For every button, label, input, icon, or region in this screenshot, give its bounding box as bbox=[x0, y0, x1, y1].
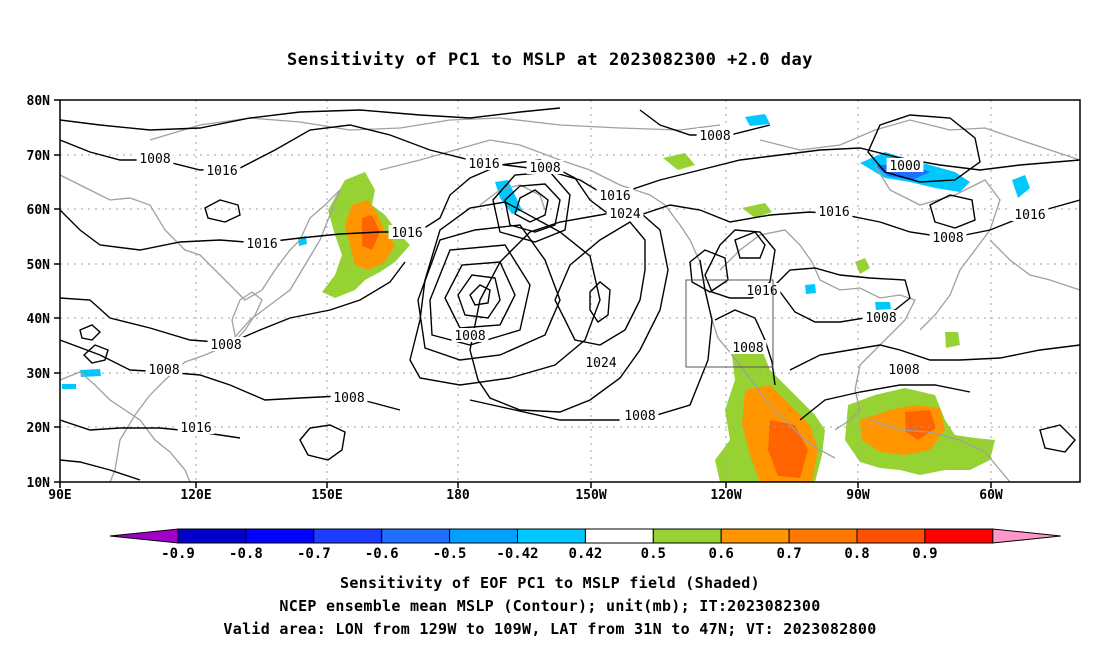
colorbar-segment bbox=[924, 528, 994, 544]
lon-label: 60W bbox=[979, 488, 1003, 503]
colorbar-segment bbox=[313, 528, 383, 544]
contour-label: 1024 bbox=[609, 207, 640, 222]
colorbar-label: 0.6 bbox=[709, 546, 734, 562]
contour-label: 1016 bbox=[468, 157, 499, 172]
colorbar-segment bbox=[381, 528, 451, 544]
lon-label: 150W bbox=[575, 488, 606, 503]
lon-label: 90E bbox=[48, 488, 71, 503]
lon-label: 90W bbox=[846, 488, 870, 503]
lat-lon-gridlines bbox=[60, 100, 1080, 482]
caption-line-2: NCEP ensemble mean MSLP (Contour); unit(… bbox=[279, 597, 821, 615]
contour-label: 1008 bbox=[210, 338, 241, 353]
colorbar-segment bbox=[788, 528, 858, 544]
colorbar-label: -0.7 bbox=[297, 546, 331, 562]
colorbar-label: 0.7 bbox=[776, 546, 801, 562]
contour-label: 1008 bbox=[333, 391, 364, 406]
caption-line-3: Valid area: LON from 129W to 109W, LAT f… bbox=[223, 620, 877, 638]
lat-label: 50N bbox=[27, 258, 51, 273]
contour-label: 1008 bbox=[624, 409, 655, 424]
lon-label: 120E bbox=[180, 488, 211, 503]
colorbar-segment bbox=[856, 528, 926, 544]
colorbar-low-arrow bbox=[109, 528, 179, 544]
contour-label: 1008 bbox=[888, 363, 919, 378]
contour-labels: 1008 1016 1008 1016 1008 1016 1024 1016 1000 1016… bbox=[136, 128, 1049, 436]
colorbar-segment bbox=[245, 528, 315, 544]
lon-label: 180 bbox=[446, 488, 470, 503]
contour-label: 1008 bbox=[529, 161, 560, 176]
colorbar-segment bbox=[720, 528, 790, 544]
colorbar-label: -0.6 bbox=[365, 546, 399, 562]
lat-label: 10N bbox=[27, 476, 51, 491]
lat-label: 20N bbox=[27, 421, 51, 436]
contour-label: 1016 bbox=[746, 284, 777, 299]
contour-label: 1016 bbox=[180, 421, 211, 436]
colorbar-label: -0.9 bbox=[161, 546, 195, 562]
valid-area-box bbox=[685, 279, 774, 368]
colorbar-segment bbox=[177, 528, 247, 544]
colorbar-label: -0.42 bbox=[496, 546, 538, 562]
colorbar-segment bbox=[652, 528, 722, 544]
contour-label: 1008 bbox=[699, 129, 730, 144]
sensitivity-shading bbox=[62, 114, 1030, 482]
contour-label: 1008 bbox=[932, 231, 963, 246]
contour-label: 1016 bbox=[818, 205, 849, 220]
colorbar-label: -0.5 bbox=[433, 546, 467, 562]
lon-label: 150E bbox=[311, 488, 342, 503]
caption-line-1: Sensitivity of EOF PC1 to MSLP field (Sh… bbox=[340, 574, 760, 592]
contour-label: 1024 bbox=[585, 356, 616, 371]
colorbar-label: 0.9 bbox=[912, 546, 937, 562]
lon-label: 120W bbox=[710, 488, 741, 503]
contour-label: 1016 bbox=[1014, 208, 1045, 223]
contour-label: 1008 bbox=[732, 341, 763, 356]
colorbar-segment bbox=[517, 528, 586, 544]
lat-label: 70N bbox=[27, 149, 51, 164]
colorbar-segment bbox=[584, 528, 654, 544]
contour-label: 1008 bbox=[148, 363, 179, 378]
colorbar-high-arrow bbox=[992, 528, 1061, 544]
contour-label: 1000 bbox=[889, 159, 920, 174]
lat-label: 80N bbox=[27, 94, 51, 109]
lat-label: 60N bbox=[27, 203, 51, 218]
contour-label: 1016 bbox=[599, 189, 630, 204]
lat-label: 40N bbox=[27, 312, 51, 327]
colorbar-label: 0.42 bbox=[569, 546, 603, 562]
contour-label: 1008 bbox=[139, 152, 170, 167]
colorbar-label: 0.8 bbox=[844, 546, 869, 562]
lat-label: 30N bbox=[27, 367, 51, 382]
contour-label: 1008 bbox=[865, 311, 896, 326]
contour-label: 1016 bbox=[391, 226, 422, 241]
contour-label: 1016 bbox=[206, 164, 237, 179]
chart-title: Sensitivity of PC1 to MSLP at 2023082300… bbox=[286, 50, 813, 70]
map-frame bbox=[59, 99, 1081, 483]
colorbar-label: 0.5 bbox=[641, 546, 666, 562]
contour-label: 1016 bbox=[246, 237, 277, 252]
colorbar: -0.9 -0.8 -0.7 -0.6 -0.5 -0.42 0.42 0.5 0.6 0.7 0.… bbox=[109, 528, 1061, 562]
colorbar-label: -0.8 bbox=[229, 546, 263, 562]
colorbar-segment bbox=[449, 528, 519, 544]
contour-label: 1008 bbox=[454, 329, 485, 344]
